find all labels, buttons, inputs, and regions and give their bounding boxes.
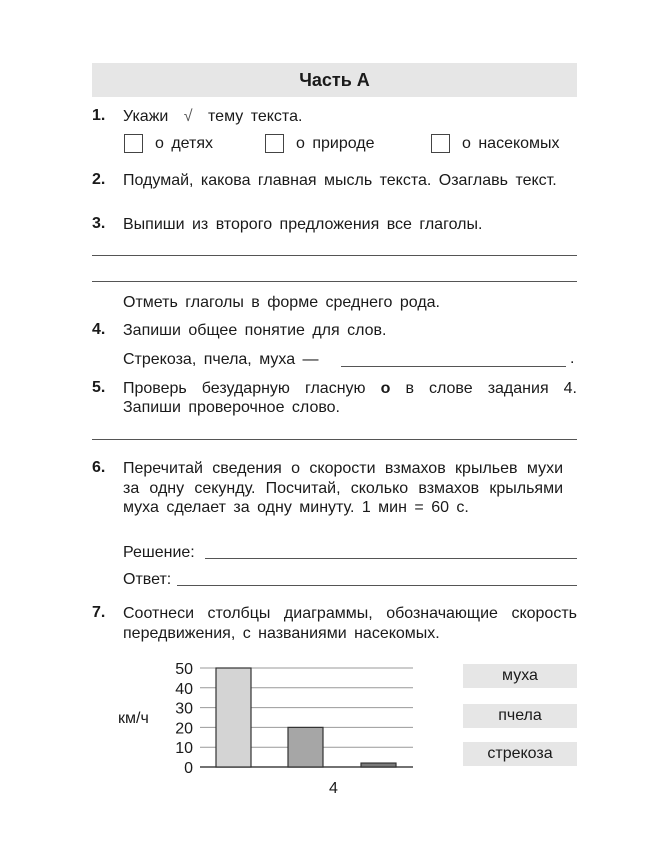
page-number: 4	[329, 780, 338, 797]
label-dragonfly[interactable]: стрекоза	[463, 742, 577, 766]
label-text: пчела	[498, 707, 542, 724]
task-number: 2.	[92, 171, 106, 188]
checkbox-insects[interactable]	[431, 134, 450, 153]
answer-line[interactable]	[92, 255, 577, 256]
y-tick-label: 0	[184, 760, 193, 777]
y-tick-label: 20	[175, 720, 193, 737]
task-number: 7.	[92, 604, 106, 621]
text: Проверь безударную гласную	[123, 380, 366, 397]
check-mark-icon: √	[183, 108, 193, 125]
y-axis-label: км/ч	[118, 710, 149, 727]
label-bee[interactable]: пчела	[463, 704, 577, 728]
letter: о	[380, 380, 391, 397]
y-tick-label: 10	[175, 740, 193, 757]
task-5-text: Проверь безударную гласную о в слове зад…	[123, 379, 577, 417]
text: тему текста.	[208, 108, 303, 125]
y-tick-label: 40	[175, 681, 193, 698]
option-label: о насекомых	[462, 135, 560, 152]
y-tick-label: 50	[175, 661, 193, 678]
task-3-text: Выпиши из второго предложения все глагол…	[123, 216, 483, 233]
task-6-text: Перечитай сведения о скорости взмахов кр…	[123, 460, 563, 516]
section-header: Часть А	[92, 63, 577, 97]
task-number: 6.	[92, 459, 106, 476]
section-title: Часть А	[299, 69, 370, 90]
task-number: 5.	[92, 379, 106, 396]
task-number: 4.	[92, 321, 106, 338]
task-4-words: Стрекоза, пчела, муха —	[123, 351, 319, 368]
solution-line[interactable]	[205, 558, 577, 559]
solution-label: Решение:	[123, 544, 195, 561]
task-3-note: Отметь глаголы в форме среднего рода.	[123, 294, 440, 311]
task-4-text: Запиши общее понятие для слов.	[123, 322, 387, 339]
bar	[215, 667, 252, 768]
answer-line[interactable]	[92, 281, 577, 282]
period: .	[570, 350, 575, 367]
task-1-text: Укажи √ тему текста.	[123, 107, 577, 126]
task-7-text: Соотнеси столбцы диаграммы, обозначающие…	[123, 605, 577, 642]
label-text: стрекоза	[487, 745, 553, 762]
bar	[360, 762, 397, 768]
option-label: о детях	[155, 135, 214, 152]
answer-line[interactable]	[92, 439, 577, 440]
label-fly[interactable]: муха	[463, 664, 577, 688]
answer-line[interactable]	[341, 366, 566, 367]
answer-line[interactable]	[177, 585, 577, 586]
checkbox-nature[interactable]	[265, 134, 284, 153]
option-label: о природе	[296, 135, 375, 152]
text: Укажи	[123, 108, 169, 125]
text: в слове задания 4. Запиши проверочное сл…	[123, 380, 577, 416]
checkbox-children[interactable]	[124, 134, 143, 153]
y-tick-label: 30	[175, 701, 193, 718]
bar	[287, 726, 324, 768]
label-text: муха	[502, 667, 538, 684]
task-2-text: Подумай, какова главная мысль текста. Оз…	[123, 172, 557, 189]
answer-label: Ответ:	[123, 571, 172, 588]
task-number: 1.	[92, 107, 106, 124]
task-number: 3.	[92, 215, 106, 232]
